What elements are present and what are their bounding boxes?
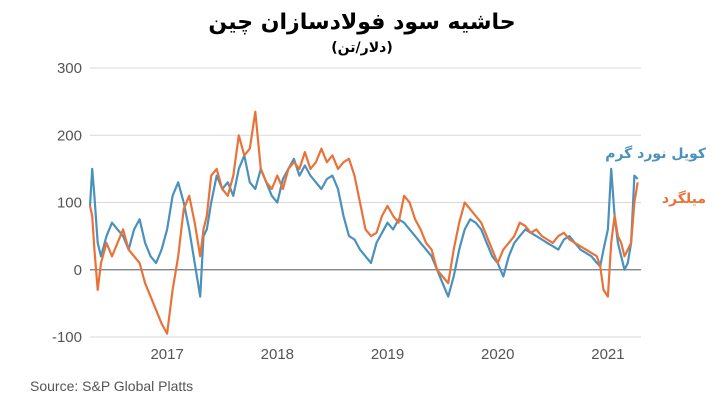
x-tick-label: 2021 [591, 346, 624, 363]
y-tick-label: 100 [57, 195, 82, 212]
x-tick-label: 2020 [481, 346, 514, 363]
y-tick-label: 0 [74, 262, 82, 279]
x-axis-ticks: 2017 2018 2019 2020 2021 [150, 346, 624, 363]
x-tick-label: 2019 [371, 346, 404, 363]
x-tick-label: 2018 [261, 346, 294, 363]
legend-hrc: کویل نورد گرم [605, 145, 707, 162]
y-tick-label: 200 [57, 127, 82, 144]
chart-title: حاشیه سود فولادسازان چین [208, 10, 515, 35]
y-tick-label: -100 [52, 329, 82, 346]
series-lines [88, 110, 639, 335]
x-tick-label: 2017 [150, 346, 183, 363]
chart-subtitle: (دلار/تن) [331, 40, 392, 56]
series-line-hrc [88, 154, 639, 298]
source-note: Source: S&P Global Platts [30, 378, 193, 394]
y-tick-label: 300 [57, 60, 82, 77]
y-axis-ticks: -100 0 100 200 300 [52, 60, 82, 346]
series-line-rebar [88, 110, 639, 335]
legend-rebar: میلگرد [662, 190, 706, 207]
grid-lines [90, 67, 641, 338]
